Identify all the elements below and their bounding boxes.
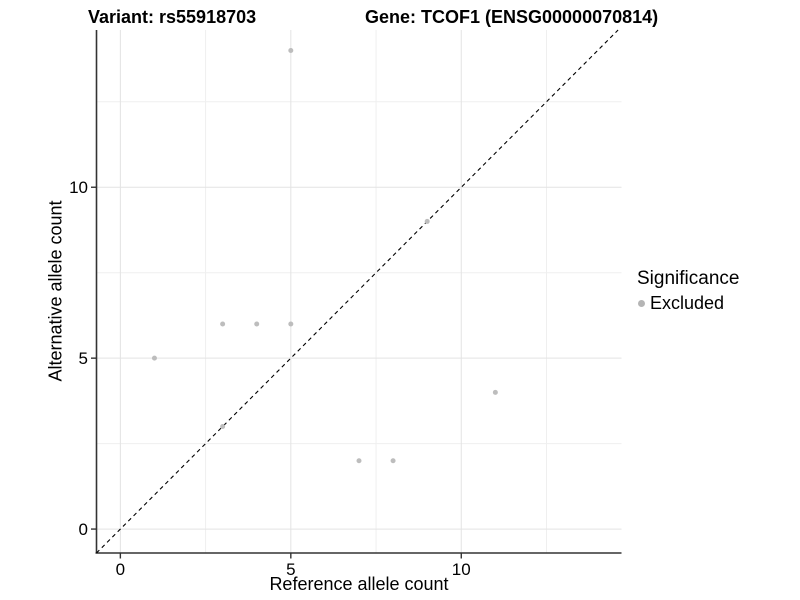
- data-point: [288, 48, 294, 54]
- legend-title: Significance: [637, 268, 740, 289]
- data-point: [220, 321, 226, 327]
- y-tick-label: 10: [69, 178, 88, 197]
- x-tick-label: 5: [286, 560, 295, 579]
- y-tick-label: 0: [79, 520, 88, 539]
- variant-title: Variant: rs55918703: [88, 7, 257, 27]
- identity-reference-line: [96, 29, 619, 554]
- data-point: [390, 458, 396, 464]
- data-point: [424, 218, 430, 224]
- data-point: [288, 321, 294, 327]
- data-point: [356, 458, 362, 464]
- data-point: [492, 389, 498, 395]
- y-axis-title: Alternative allele count: [45, 200, 66, 382]
- gene-title: Gene: TCOF1 (ENSG00000070814): [365, 7, 659, 27]
- legend: Significance Excluded: [637, 268, 739, 314]
- legend-item-excluded: Excluded: [637, 293, 739, 314]
- legend-item-label: Excluded: [650, 293, 725, 313]
- data-point: [254, 321, 260, 327]
- x-tick-label: 10: [452, 560, 471, 579]
- y-tick-label: 5: [79, 349, 88, 368]
- legend-point-icon: [638, 300, 645, 307]
- x-tick-label: 0: [116, 560, 125, 579]
- data-point: [220, 424, 226, 430]
- data-point: [151, 355, 157, 361]
- x-axis-title: Reference allele count: [269, 574, 449, 594]
